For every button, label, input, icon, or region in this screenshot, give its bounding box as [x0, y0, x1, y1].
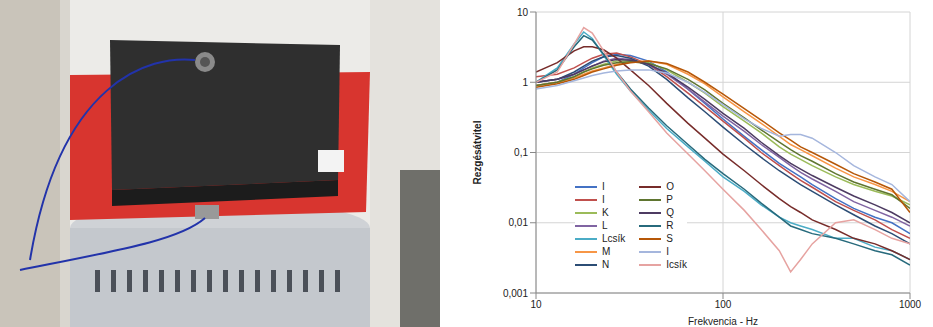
html-text:I: I — [602, 194, 605, 205]
svg-text:0,1: 0,1 — [514, 147, 528, 158]
svg-text:10: 10 — [517, 7, 529, 18]
html-text:M: M — [602, 246, 611, 257]
html-text:L: L — [602, 220, 608, 231]
html-text:K: K — [602, 207, 609, 218]
html-text:Icsík: Icsík — [666, 259, 687, 270]
svg-text:Frekvencia - Hz: Frekvencia - Hz — [688, 316, 758, 327]
html-text:S: S — [666, 233, 673, 244]
html-text:I: I — [602, 181, 605, 192]
html-text:Q: Q — [666, 207, 675, 218]
html-text:N: N — [602, 259, 610, 270]
html-text:Lcsík: Lcsík — [602, 233, 626, 244]
html-text:P: P — [666, 194, 673, 205]
svg-text:1: 1 — [522, 77, 528, 88]
html-text:I: I — [666, 246, 670, 257]
svg-text:100: 100 — [715, 299, 732, 310]
svg-text:0,01: 0,01 — [509, 217, 529, 228]
svg-text:Rezgésátvitel: Rezgésátvitel — [472, 120, 483, 184]
svg-text:1000: 1000 — [899, 299, 922, 310]
svg-text:0,001: 0,001 — [503, 288, 528, 299]
svg-text:10: 10 — [530, 299, 542, 310]
html-text:O: O — [666, 181, 675, 192]
html-text:R: R — [666, 220, 674, 231]
